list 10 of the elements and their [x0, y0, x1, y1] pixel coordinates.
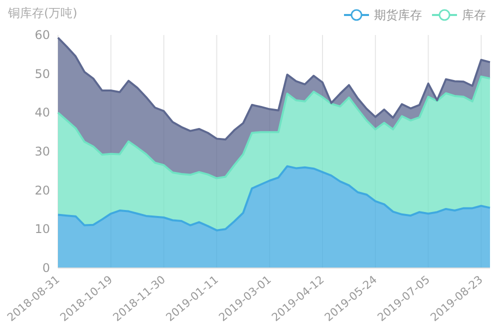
y-tick-label: 0 [42, 261, 50, 275]
y-tick-label: 10 [34, 222, 50, 236]
legend-label: 库存 [462, 8, 486, 22]
y-tick-label: 30 [34, 144, 50, 158]
y-tick-label: 60 [34, 28, 50, 42]
y-tick-label: 40 [34, 106, 50, 120]
y-tick-label: 20 [34, 183, 50, 198]
y-axis-title: 铜库存(万吨) [7, 6, 78, 20]
y-tick-label: 50 [34, 66, 50, 81]
legend-label: 期货库存 [374, 8, 422, 22]
